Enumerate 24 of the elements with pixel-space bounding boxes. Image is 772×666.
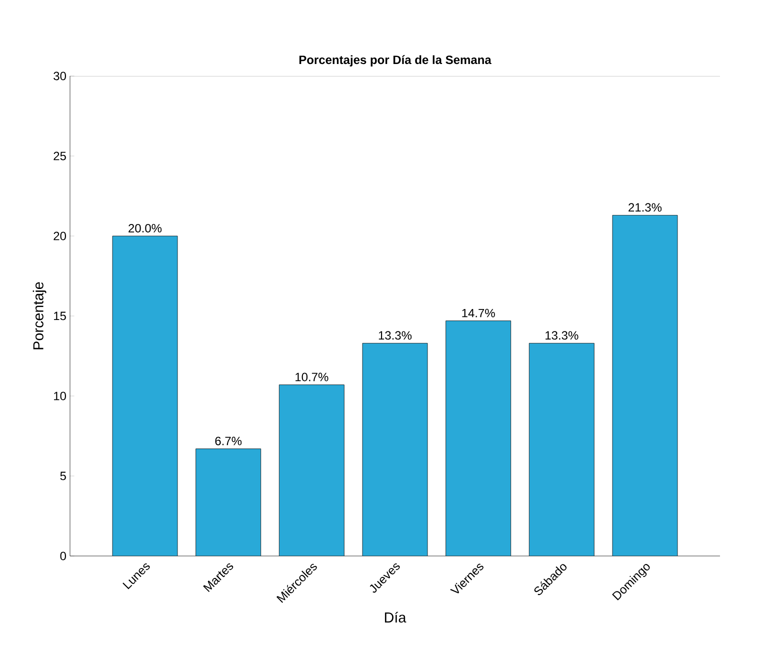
data-label: 20.0% — [128, 224, 162, 232]
bar — [446, 320, 511, 556]
data-label: 6.7% — [215, 436, 242, 446]
y-tick-label: 5 — [60, 472, 66, 480]
y-tick-label: 30 — [54, 72, 66, 80]
y-tick-label: 15 — [54, 312, 66, 320]
bar — [279, 384, 344, 556]
y-tick-label: 20 — [54, 232, 66, 240]
data-label: 14.7% — [462, 308, 495, 318]
bar — [362, 343, 428, 556]
bar — [112, 236, 178, 556]
data-label: 21.3% — [628, 203, 662, 212]
bar — [612, 214, 678, 556]
chart-title: Porcentajes por Día de la Semana — [299, 55, 492, 66]
y-axis-title: Porcentaje — [32, 282, 46, 350]
y-tick-label: 0 — [60, 552, 66, 560]
data-label: 10.7% — [296, 372, 328, 382]
data-label: 13.3% — [378, 331, 412, 340]
bar — [529, 343, 594, 556]
data-label: 13.3% — [546, 331, 578, 340]
y-tick-label: 25 — [54, 152, 66, 160]
x-axis-title: Día — [384, 612, 406, 623]
bar — [196, 448, 261, 556]
y-tick-label: 10 — [54, 392, 66, 400]
